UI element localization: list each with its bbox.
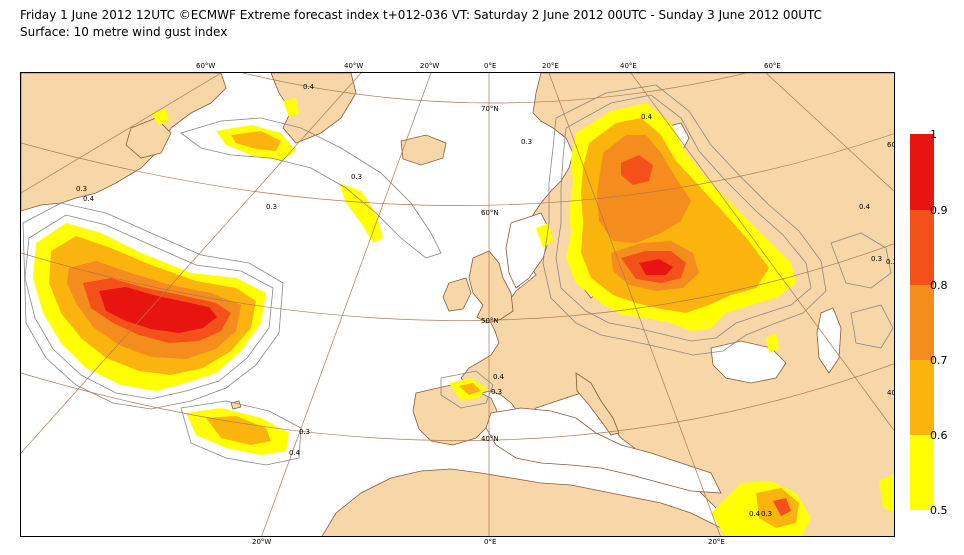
black-sea	[710, 340, 787, 384]
contour-europe-0.4	[555, 94, 812, 342]
lon-label-top: 40°E	[620, 62, 637, 70]
ireland	[442, 277, 472, 312]
legend-label: 0.8	[930, 279, 948, 292]
africa	[321, 468, 730, 536]
parallel-label-40n: 40°N	[481, 435, 499, 443]
parallel-60n	[21, 133, 894, 206]
lon-label-bottom: 20°E	[708, 538, 725, 546]
contour-greenland-0.3	[180, 117, 442, 259]
iceland	[400, 134, 447, 166]
efi-greenland-0.6	[231, 131, 281, 151]
lon-label-top: 20°E	[542, 62, 559, 70]
contour-label: 0.4	[641, 113, 653, 121]
graticule	[21, 73, 894, 536]
contour-label: 0.4	[289, 449, 301, 457]
contour-label: 0.4	[493, 373, 505, 381]
contour-label: 0.4	[749, 510, 761, 518]
forecast-map: 0.3 0.3 0.4 0.3 0.4 0.3 0.4 0.3 0.4 0.3 …	[20, 72, 895, 537]
parallel-40n	[21, 363, 894, 441]
meridian-60e	[765, 73, 894, 192]
contour-atlantic-0.4	[24, 214, 274, 400]
legend-band-0.9-1	[910, 134, 934, 210]
contour-label: 0.3	[266, 203, 278, 211]
map-subtitle: Surface: 10 metre wind gust index	[20, 25, 228, 39]
efi-south-atlantic-0.6	[206, 416, 271, 445]
efi-black-sea-patch	[766, 333, 779, 353]
great-britain	[468, 250, 514, 324]
contour-east-2	[850, 304, 894, 349]
contour-label: 0.3	[521, 138, 533, 146]
contour-atlantic-0.3	[22, 202, 284, 410]
caspian-sea	[816, 307, 842, 374]
lon-label-top: 0°E	[484, 62, 497, 70]
meridian-60w	[21, 73, 222, 194]
color-legend	[910, 134, 934, 510]
parallel-label-70n: 70°N	[481, 105, 499, 113]
parallel-label-50n: 50°N	[481, 317, 499, 325]
contour-label: 0.3	[76, 185, 88, 193]
contour-label: 0.3	[491, 388, 503, 396]
parallel-50n	[21, 243, 894, 321]
legend-label: 0.7	[930, 354, 948, 367]
contour-label: 0.4	[859, 203, 871, 211]
legend-band-0.6-0.7	[910, 360, 934, 435]
meridian-20w	[261, 73, 432, 536]
efi-norway-patch	[536, 223, 553, 248]
legend-band-0.8-0.9	[910, 210, 934, 285]
legend-label: 0.9	[930, 204, 948, 217]
efi-baffin-patch	[151, 109, 169, 125]
legend-band-0.5-0.6	[910, 435, 934, 510]
contour-label: 0.3	[351, 173, 363, 181]
contour-label: 0.4	[83, 195, 95, 203]
lon-label-top: 40°W	[344, 62, 364, 70]
lon-label-top: 60°E	[764, 62, 781, 70]
mediterranean	[485, 407, 722, 494]
contour-label: 0.3	[761, 510, 773, 518]
lon-label-top: 60°W	[196, 62, 216, 70]
map-canvas	[21, 73, 894, 536]
meridian-40w	[21, 73, 362, 454]
meridian-20e	[548, 73, 721, 536]
meridian-40e	[630, 73, 894, 431]
right-lat-label: 40	[887, 389, 894, 397]
efi-europe-0.9	[639, 259, 673, 275]
right-lat-label: 60	[887, 141, 894, 149]
efi-greenland-strip	[339, 183, 383, 243]
italy	[575, 372, 620, 436]
efi-nordic-red	[621, 155, 653, 185]
efi-europe-0.7	[597, 135, 691, 243]
contour-south-0.3	[180, 400, 302, 466]
map-title: Friday 1 June 2012 12UTC ©ECMWF Extreme …	[20, 8, 822, 22]
efi-iberia-patch-0.6	[459, 383, 481, 395]
contour-lines	[22, 84, 894, 466]
lon-label-bottom: 0°E	[484, 538, 497, 546]
legend-band-0.7-0.8	[910, 285, 934, 360]
parallel-70n	[241, 73, 749, 104]
contour-label: 0.3	[871, 255, 883, 263]
contour-label: 0.3	[299, 428, 311, 436]
efi-greenland-coast	[283, 98, 299, 117]
legend-label: 0.5	[930, 504, 948, 517]
contour-label: 0.4	[303, 83, 315, 91]
efi-africa-0.8	[773, 498, 791, 516]
legend-label: 0.6	[930, 429, 948, 442]
contour-iberia	[440, 370, 494, 409]
contour-label: 0.3	[886, 258, 894, 266]
lon-label-top: 20°W	[420, 62, 440, 70]
efi-atlantic-0.9	[99, 287, 217, 333]
efi-fill-layer	[33, 98, 894, 536]
lon-label-bottom: 20°W	[252, 538, 272, 546]
efi-east-patch	[879, 473, 894, 513]
parallel-label-60n: 60°N	[481, 209, 499, 217]
legend-label: 1	[930, 128, 937, 141]
contour-europe-0.3	[542, 84, 827, 356]
contour-east	[830, 232, 892, 289]
north-america	[21, 73, 227, 212]
